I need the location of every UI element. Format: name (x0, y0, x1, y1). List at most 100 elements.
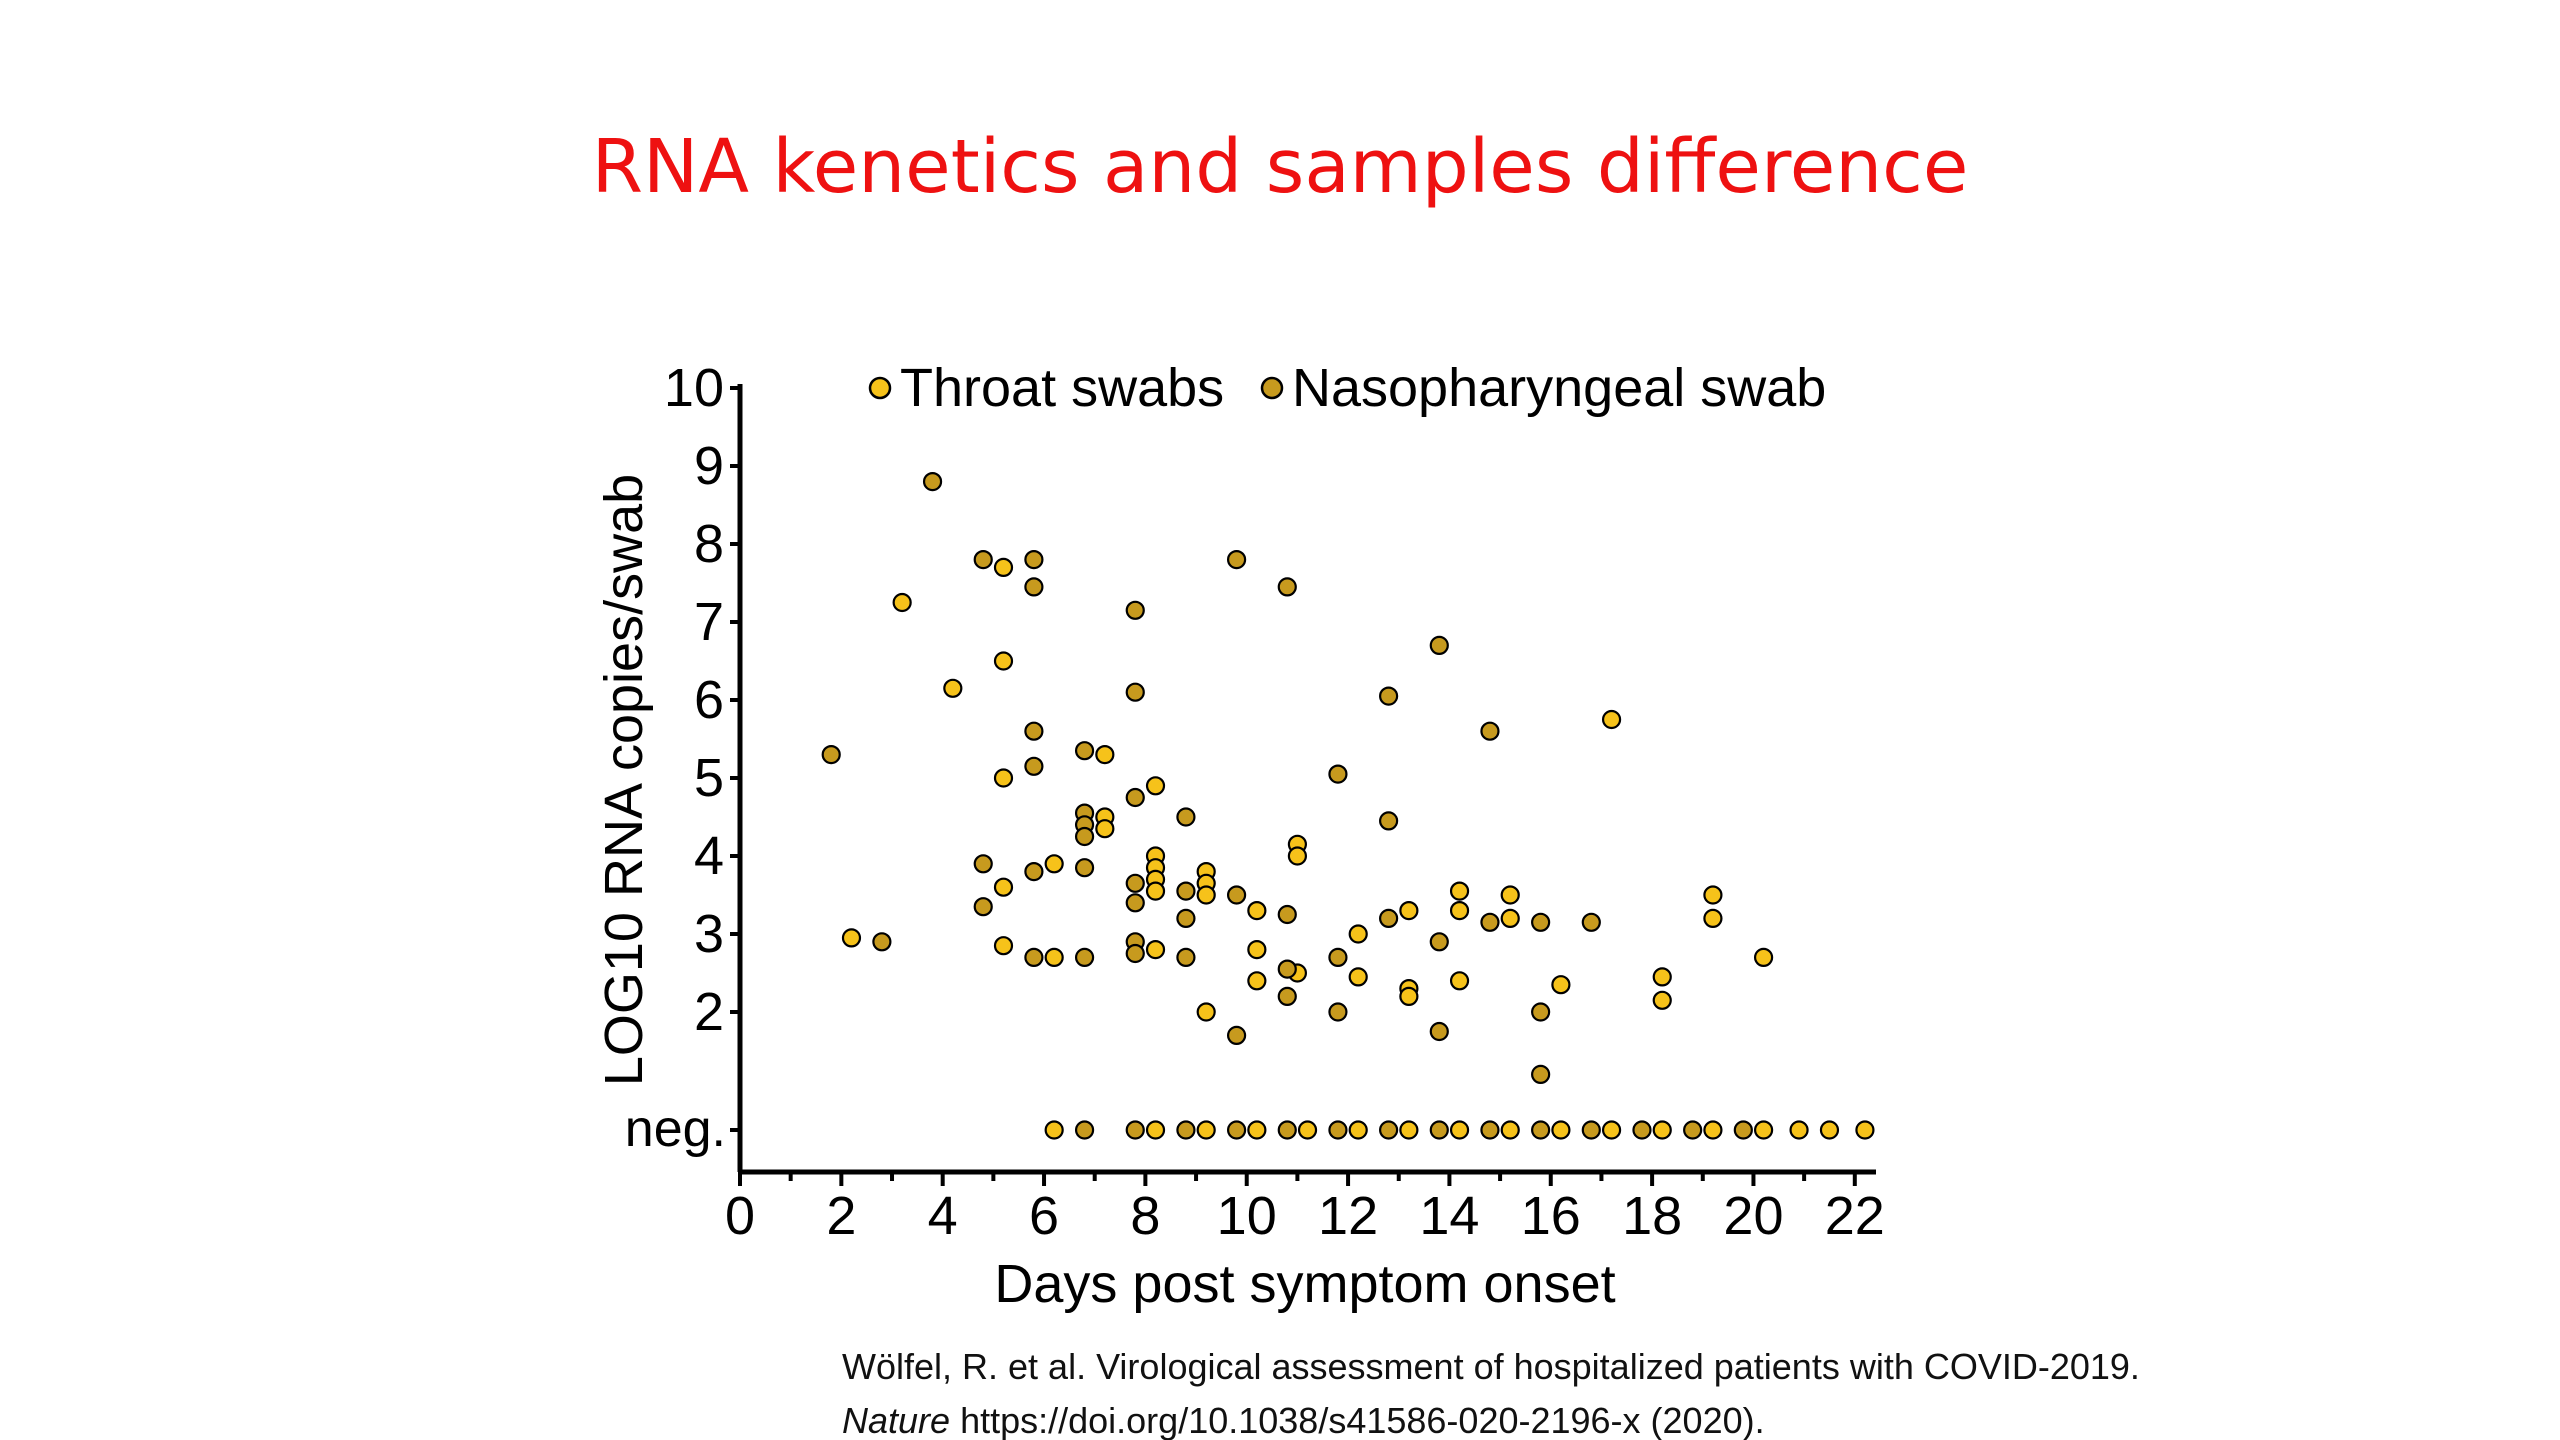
throat-swab-point (1500, 1120, 1520, 1140)
y-tick-label: 4 (694, 826, 724, 886)
nasopharyngeal-swab-point (1024, 721, 1044, 741)
nasopharyngeal-swab-point (1074, 741, 1095, 761)
nasopharyngeal-swab-point (821, 745, 841, 765)
nasopharyngeal-swab-point (1429, 932, 1449, 952)
nasopharyngeal-swab-point (1125, 873, 1145, 893)
throat-swab-point (1247, 971, 1267, 991)
nasopharyngeal-swab-point (1379, 908, 1399, 929)
throat-swab-point (993, 877, 1014, 897)
throat-swab-point (1399, 900, 1419, 921)
x-tick-label: 4 (928, 1186, 958, 1246)
throat-swab-point (1145, 776, 1166, 796)
nasopharyngeal-swab-point (1024, 756, 1044, 776)
nasopharyngeal-swab-point (1531, 1002, 1551, 1022)
throat-swab-point (1196, 1120, 1216, 1140)
nasopharyngeal-swab-point (1226, 1025, 1247, 1046)
y-tick-label: 9 (694, 436, 724, 496)
y-tick-label: 7 (694, 592, 724, 652)
nasopharyngeal-swab-point (922, 472, 943, 492)
nasopharyngeal-swab-point (1480, 912, 1500, 932)
throat-swab-point (1551, 975, 1571, 995)
nasopharyngeal-swab-point (973, 897, 993, 917)
x-tick-label: 12 (1318, 1186, 1378, 1246)
nasopharyngeal-swab-point (1379, 811, 1399, 831)
nasopharyngeal-swab-point (1328, 764, 1348, 784)
nasopharyngeal-swab-point (1024, 577, 1044, 597)
nasopharyngeal-swab-point (1125, 1120, 1145, 1140)
nasopharyngeal-swab-point (1024, 550, 1044, 570)
throat-swab-point (1449, 1120, 1470, 1140)
throat-swab-point (1399, 986, 1419, 1007)
x-tick-label: 6 (1029, 1186, 1059, 1246)
nasopharyngeal-swab-point (1531, 912, 1551, 932)
throat-swab-point (1044, 854, 1064, 874)
throat-swab-point (1247, 1120, 1267, 1140)
citation: Wölfel, R. et al. Virological assessment… (842, 1340, 2140, 1440)
throat-swab-point (1145, 939, 1166, 960)
throat-swab-point (1703, 885, 1723, 905)
nasopharyngeal-swab-point (1277, 959, 1297, 979)
slide-title: RNA kenetics and samples difference (591, 124, 1969, 210)
nasopharyngeal-swab-point (1480, 721, 1500, 741)
throat-swab-point (1500, 908, 1520, 929)
throat-swab-point (1652, 967, 1672, 987)
throat-swab-point (1196, 885, 1216, 905)
citation-line-2: Nature https://doi.org/10.1038/s41586-02… (842, 1394, 2140, 1440)
throat-swab-point (993, 651, 1014, 671)
throat-swab-point (1449, 900, 1470, 921)
y-tick-label: 5 (694, 748, 724, 808)
nasopharyngeal-swab-point (1277, 1120, 1297, 1140)
throat-swab-point (1297, 1120, 1318, 1140)
nasopharyngeal-swab-point (1531, 1120, 1551, 1140)
nasopharyngeal-swab-point (1328, 1002, 1348, 1022)
y-tick-label: 8 (694, 514, 724, 574)
nasopharyngeal-swab-point (872, 932, 892, 952)
throat-swab-point (1044, 1120, 1064, 1140)
throat-swab-point (1247, 900, 1267, 921)
throat-swab-point (1703, 908, 1723, 929)
citation-journal: Nature (842, 1400, 951, 1440)
throat-swab-point (993, 936, 1014, 956)
throat-swab-point (1449, 881, 1470, 901)
nasopharyngeal-swab-point (1125, 787, 1145, 808)
y-tick-label: 6 (694, 670, 724, 730)
nasopharyngeal-swab-point (1429, 1120, 1449, 1140)
nasopharyngeal-swab-point (1074, 1120, 1095, 1140)
throat-swab-point (1819, 1120, 1840, 1140)
throat-swab-point (1044, 947, 1064, 968)
nasopharyngeal-swab-point (1024, 861, 1044, 882)
y-tick-label: 3 (694, 904, 724, 964)
nasopharyngeal-swab-point (1429, 1021, 1449, 1042)
x-tick-label: 0 (725, 1186, 755, 1246)
throat-swab-point (1247, 939, 1267, 960)
throat-swab-point (993, 768, 1014, 788)
throat-swab-point (1145, 881, 1166, 901)
throat-swab-point (1348, 1120, 1368, 1140)
nasopharyngeal-swab-point (1277, 986, 1297, 1007)
throat-swab-point (1652, 990, 1672, 1010)
x-tick-label: 10 (1217, 1186, 1277, 1246)
nasopharyngeal-swab-point (1277, 577, 1297, 597)
throat-swab-point (1095, 819, 1115, 839)
nasopharyngeal-swab-point (1176, 908, 1196, 929)
x-axis-title: Days post symptom onset (994, 1254, 1615, 1314)
throat-swab-point (1287, 846, 1307, 866)
nasopharyngeal-swab-point (1074, 947, 1095, 968)
nasopharyngeal-swab-point (1379, 686, 1399, 706)
x-tick-label: 14 (1419, 1186, 1479, 1246)
legend-marker (1260, 376, 1284, 400)
throat-swab-point (1855, 1120, 1875, 1140)
x-tick-label: 2 (826, 1186, 856, 1246)
throat-swab-point (1703, 1120, 1723, 1140)
nasopharyngeal-swab-point (1429, 635, 1449, 655)
y-tick-label: 10 (664, 358, 724, 418)
throat-swab-point (1551, 1120, 1571, 1140)
x-tick-label: 16 (1521, 1186, 1581, 1246)
nasopharyngeal-swab-point (1328, 947, 1348, 968)
nasopharyngeal-swab-point (1226, 550, 1247, 570)
throat-swab-point (1095, 745, 1115, 765)
nasopharyngeal-swab-point (1176, 947, 1196, 968)
throat-swab-point (1145, 1120, 1166, 1140)
x-tick-label: 8 (1130, 1186, 1160, 1246)
nasopharyngeal-swab-point (1632, 1120, 1652, 1140)
